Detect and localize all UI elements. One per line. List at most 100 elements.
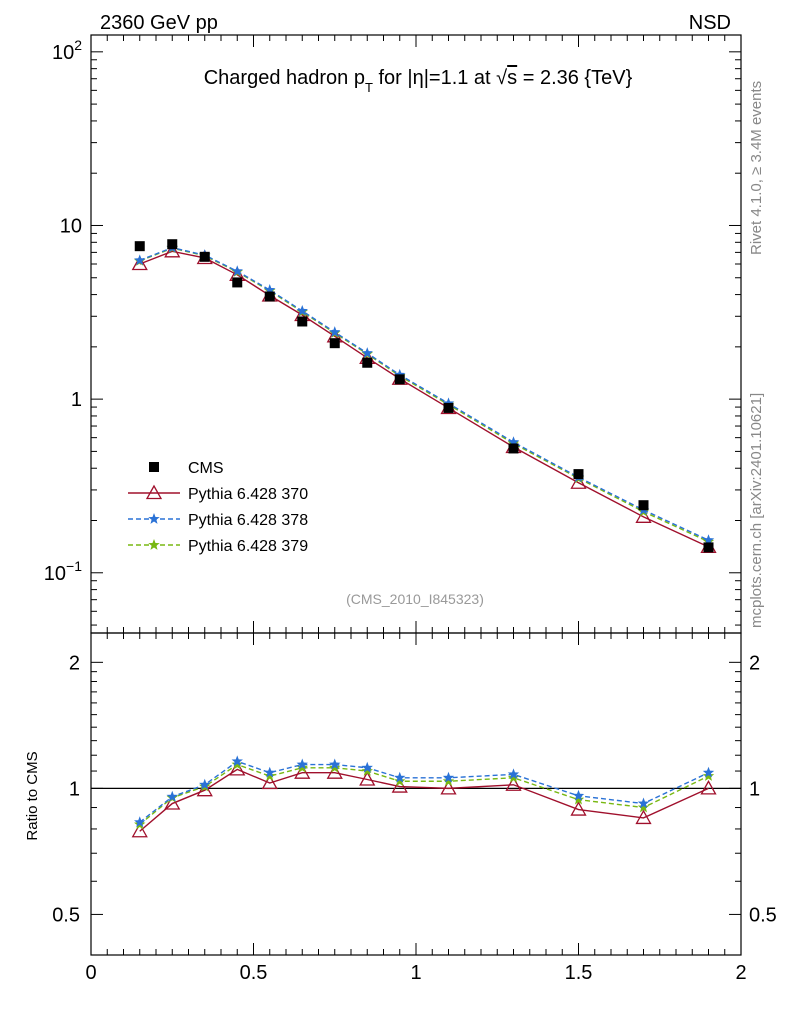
legend-label: Pythia 6.428 379: [188, 538, 308, 555]
header-left: 2360 GeV pp: [100, 12, 218, 34]
ratio-series-1-point: [166, 790, 178, 802]
ratio-series-1-point: [296, 758, 308, 770]
main-series-2-point: [296, 304, 308, 316]
main-series-0-point: [573, 469, 584, 480]
ratio-series-2-line: [139, 763, 709, 826]
main-series-0-point: [508, 443, 519, 454]
main-series-0-point: [297, 316, 308, 327]
chart-title: Charged hadron pT for |η|=1.1 at √s = 2.…: [204, 67, 633, 95]
ratio-series-0-point: [635, 809, 652, 825]
ratio-series-1-point: [572, 789, 585, 801]
main-series-2-point: [394, 368, 406, 380]
main-series-0-point: [264, 291, 275, 302]
legend-marker: [145, 484, 163, 500]
y-tick-label: 102: [52, 37, 82, 64]
ratio-series-0-point: [440, 780, 457, 795]
ratio-series-1-point: [361, 761, 373, 773]
rivet-label: Rivet 4.1.0, ≥ 3.4M events: [748, 81, 765, 255]
ratio-series-2-point: [442, 775, 455, 787]
ratio-series-1-point: [702, 766, 715, 778]
y-tick-label-right: 2: [749, 652, 760, 674]
main-series-2-point: [702, 534, 715, 546]
main-series-2-line: [139, 246, 709, 541]
main-series-1-point: [131, 255, 148, 271]
ratio-ylabel: Ratio to CMS: [24, 751, 41, 840]
main-panel: 10−1 1 10 102: [44, 34, 742, 634]
main-series-2-point: [361, 347, 373, 358]
ratio-series-1-point: [394, 771, 406, 783]
x-tick-label: 0.5: [240, 962, 268, 984]
main-series-2-point: [507, 436, 520, 448]
main-series-0-point: [638, 500, 649, 511]
ratio-series-0-point: [359, 771, 376, 786]
y-tick-label: 2: [69, 652, 80, 674]
ratio-series-0-point: [570, 801, 587, 816]
legend: CMS Pythia 6.428 370 Pythia 6.428 378 Pythi…: [128, 460, 308, 555]
y-tick-label-right: 1: [749, 778, 760, 800]
y-tick-label: 1: [71, 389, 82, 411]
ratio-frame: [90, 632, 742, 956]
ratio-series-1-point: [507, 768, 520, 780]
legend-label: CMS: [188, 460, 224, 477]
ratio-series-0-point: [326, 764, 343, 779]
main-series-2-point: [442, 397, 455, 409]
header-right: NSD: [689, 12, 731, 34]
main-series-1-point: [635, 508, 652, 523]
ratio-series-0-point: [391, 778, 408, 793]
main-series-0-point: [199, 251, 210, 262]
main-series-2-point: [231, 265, 243, 277]
y-tick-label-right: 0.5: [749, 904, 777, 926]
ratio-series-1-point: [231, 755, 243, 767]
ratio-series-0-point: [294, 764, 311, 779]
ratio-series-1-point: [637, 797, 650, 809]
ratio-series-2-point: [231, 758, 243, 770]
ratio-series-2-point: [702, 770, 715, 781]
main-series-0-point: [394, 374, 405, 385]
ratio-series-2-point: [394, 775, 406, 787]
ratio-series-2-point: [507, 771, 520, 783]
ratio-series-2-point: [361, 765, 373, 776]
ratio-series-2-point: [296, 761, 308, 773]
ratio-series-0-point: [261, 774, 278, 790]
ratio-series-0-point: [229, 761, 246, 776]
mcplots-label: mcplots.cern.ch [arXiv:2401.10621]: [748, 393, 765, 628]
y-tick-label: 1: [69, 778, 80, 800]
ratio-series-0-point: [505, 776, 522, 791]
main-series-0-point: [362, 357, 373, 368]
ratio-series-1-point: [134, 816, 146, 828]
ratio-series-2-point: [264, 770, 276, 781]
ratio-series-2-point: [572, 793, 585, 805]
main-series-0-point: [134, 241, 145, 252]
ratio-series-1-line: [139, 760, 709, 823]
legend-marker: [149, 462, 159, 472]
ratio-series-0-point: [196, 781, 213, 797]
ratio-series-0-point: [131, 822, 148, 838]
ratio-series-1-point: [442, 771, 455, 783]
ratio-series-2-point: [637, 801, 650, 813]
legend-label: Pythia 6.428 370: [188, 486, 308, 503]
y-tick-label: 0.5: [52, 904, 80, 926]
main-series-0-point: [167, 239, 178, 250]
x-tick-label: 2: [735, 962, 746, 984]
x-tick-label: 1: [410, 962, 421, 984]
main-series-2-point: [134, 254, 146, 266]
legend-marker: [148, 513, 160, 524]
ratio-series-0-line: [139, 768, 709, 832]
x-tick-label: 1.5: [565, 962, 593, 984]
ratio-panel: 0 0.5 1 1.5 2 0.5 0.5 1 1 2 2: [52, 35, 777, 984]
legend-label: Pythia 6.428 378: [188, 512, 308, 529]
ratio-series-0-point: [700, 780, 717, 795]
main-series-0-point: [703, 542, 714, 553]
ratio-series-1-point: [199, 778, 211, 790]
watermark: (CMS_2010_I845323): [346, 591, 484, 607]
ratio-series-1-point: [264, 766, 276, 778]
legend-marker: [148, 539, 160, 550]
main-series-0-point: [329, 338, 340, 349]
ratio-series-1-point: [329, 758, 341, 770]
ratio-series-2-point: [329, 761, 341, 773]
main-series-2-point: [264, 284, 276, 295]
y-tick-label: 10: [60, 215, 82, 237]
ratio-series-0-point: [164, 795, 181, 810]
main-series-1-point: [164, 242, 181, 258]
